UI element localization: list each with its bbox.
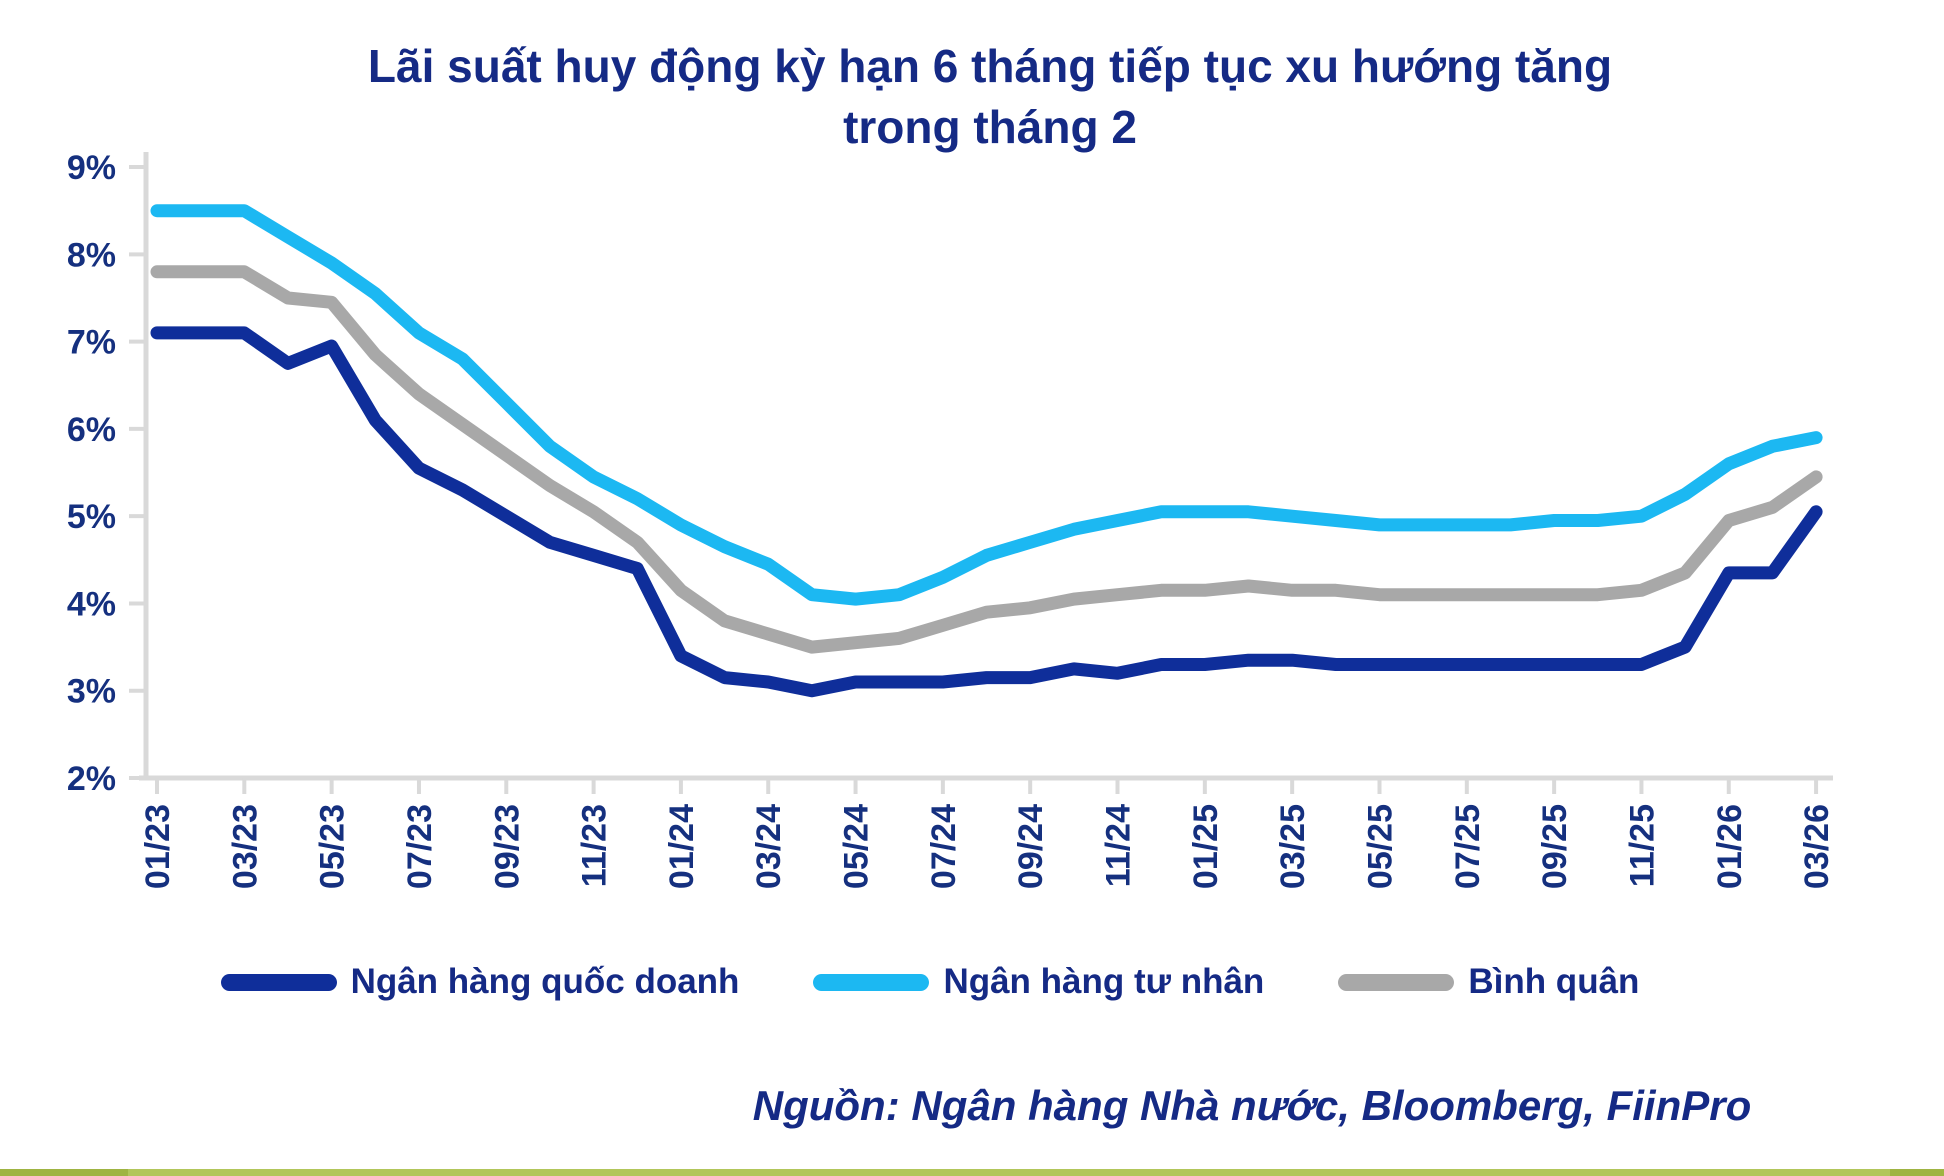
private-bank-line-swatch [813, 973, 930, 991]
x-tick-label: 07/23 [401, 804, 439, 889]
y-tick-label: 3% [67, 673, 116, 711]
legend-item-average: Bình quân [1338, 962, 1639, 1002]
y-tick-label: 6% [67, 411, 116, 449]
x-tick-label: 01/24 [663, 804, 701, 889]
legend-label-state-bank: Ngân hàng quốc doanh [350, 962, 740, 1001]
x-tick-label: 03/23 [226, 804, 264, 889]
x-tick-label: 03/24 [750, 804, 788, 889]
y-tick-label: 4% [67, 585, 116, 623]
x-tick-label: 07/25 [1449, 804, 1487, 889]
x-tick-label: 11/25 [1623, 804, 1661, 887]
state-bank-line-swatch [220, 973, 337, 991]
x-tick-label: 03/25 [1274, 804, 1312, 889]
y-tick-label: 8% [67, 236, 116, 274]
x-tick-label: 09/24 [1012, 804, 1050, 889]
y-tick-label: 9% [67, 149, 116, 187]
bottom-bar-right-segment [1890, 1169, 1944, 1176]
legend-item-private-bank: Ngân hàng tư nhân [813, 962, 1264, 1002]
x-tick-label: 01/25 [1187, 804, 1225, 889]
x-tick-label: 11/24 [1100, 804, 1138, 887]
x-tick-label: 09/25 [1536, 804, 1574, 889]
average-line-swatch [1338, 973, 1455, 991]
y-tick-label: 5% [67, 498, 116, 536]
bottom-accent-bar [0, 1169, 1944, 1176]
x-tick-label: 05/25 [1361, 804, 1399, 889]
average-line [150, 265, 1823, 654]
x-tick-label: 03/26 [1798, 804, 1836, 889]
x-tick-label: 05/23 [314, 804, 352, 889]
x-tick-label: 01/26 [1711, 804, 1749, 889]
state-bank-line [150, 326, 1823, 698]
bottom-bar-main-segment [128, 1169, 1890, 1176]
chart-title: Lãi suất huy động kỳ hạn 6 tháng tiếp tụ… [367, 40, 1613, 153]
y-tick-label: 2% [67, 760, 116, 798]
legend-item-state-bank: Ngân hàng quốc doanh [220, 962, 740, 1002]
source-attribution: Nguồn: Ngân hàng Nhà nước, Bloomberg, Fi… [752, 1082, 1752, 1129]
x-tick-label: 01/23 [139, 804, 177, 889]
x-tick-label: 07/24 [925, 804, 963, 889]
y-tick-label: 7% [67, 324, 116, 362]
x-tick-label: 09/23 [488, 804, 526, 889]
bottom-bar-left-segment [0, 1169, 128, 1176]
legend-label-average: Bình quân [1468, 962, 1640, 1001]
x-tick-label: 05/24 [838, 804, 876, 889]
chart-legend: Ngân hàng quốc doanh Ngân hàng tư nhân B… [0, 962, 1860, 1002]
legend-label-private-bank: Ngân hàng tư nhân [943, 962, 1265, 1001]
x-tick-label: 11/23 [576, 804, 614, 887]
private-bank-line [150, 204, 1823, 606]
